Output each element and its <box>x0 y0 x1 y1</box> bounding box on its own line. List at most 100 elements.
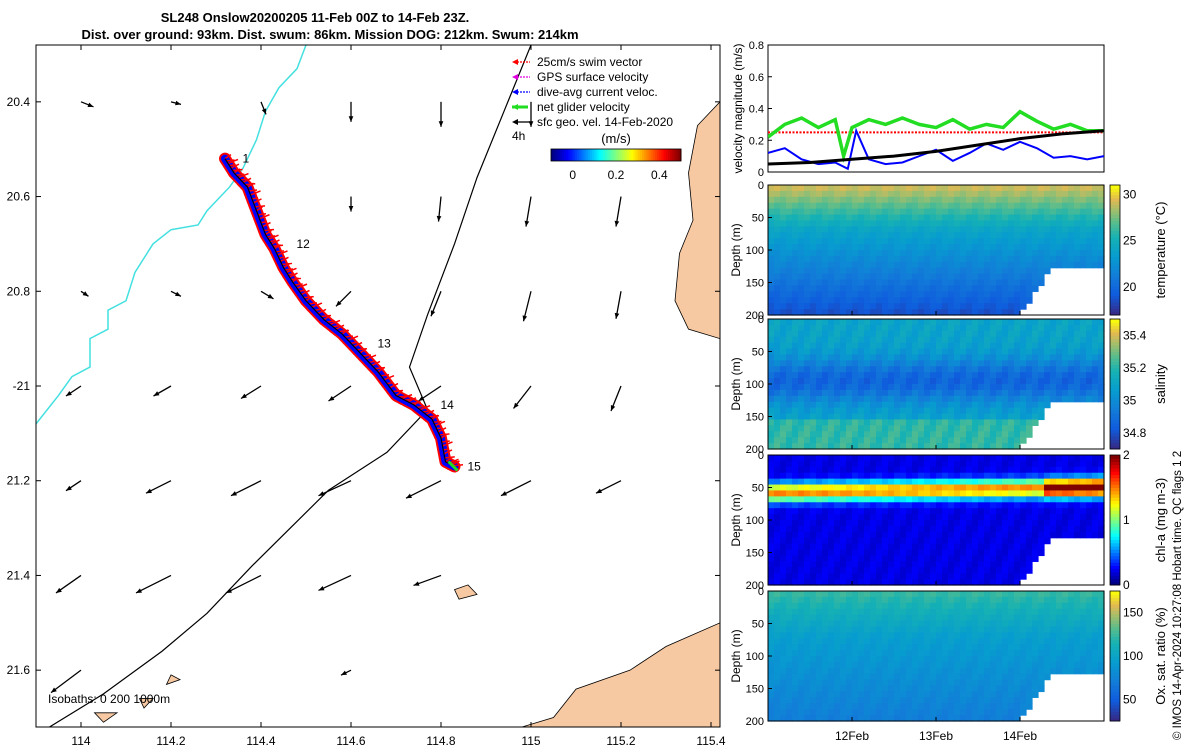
land-mass <box>521 622 720 727</box>
depth-tick-label: 100 <box>746 515 764 527</box>
isobath-label: Isobaths: 0 200 1000m <box>48 692 170 706</box>
swim-vector <box>439 433 450 436</box>
swim-vector <box>398 395 408 398</box>
swim-vector <box>404 398 412 401</box>
swim-vector <box>442 441 453 447</box>
geo-velocity-arrow <box>524 196 532 227</box>
geo-velocity-arrow <box>318 480 352 497</box>
swim-vector <box>413 400 421 406</box>
depth-tick-label: 100 <box>746 651 764 663</box>
swim-vector <box>368 360 376 364</box>
colorbar-tick-label: 25 <box>1123 234 1137 248</box>
swim-vector <box>268 234 279 240</box>
geo-velocity-arrow <box>135 574 172 594</box>
swim-vector <box>308 302 318 305</box>
map-colorbar: 0 0.2 0.4 <box>550 148 682 182</box>
swim-vector <box>301 289 310 296</box>
depth-axis-label: Depth (m) <box>729 629 743 682</box>
swim-vector <box>286 267 297 274</box>
geo-velocity-arrow <box>348 196 354 212</box>
geo-velocity-arrow <box>614 291 622 319</box>
section-colorbar: 20 25 30 <box>1109 184 1137 316</box>
geo-velocity-arrow <box>318 574 352 592</box>
geo-velocity-arrow <box>500 480 532 497</box>
swim-vector <box>436 426 443 430</box>
depth-axis-label: Depth (m) <box>729 357 743 410</box>
swim-vector <box>283 262 290 269</box>
swim-vector <box>395 390 403 397</box>
swim-vector <box>431 414 439 420</box>
swim-vector <box>350 341 358 345</box>
svg-text:dive-avg current veloc.: dive-avg current veloc. <box>537 85 658 99</box>
swim-vector <box>275 250 285 253</box>
svg-text:net glider velocity: net glider velocity <box>537 100 630 114</box>
geo-velocity-arrow <box>328 385 352 402</box>
depth-tick-label: 150 <box>746 548 764 560</box>
isobath-0m-line <box>36 45 307 425</box>
land-mass <box>93 712 119 723</box>
swim-vector <box>250 190 261 196</box>
depth-tick-label: 100 <box>746 379 764 391</box>
geo-velocity-arrow <box>348 101 354 122</box>
map-y-tick-label: 20.8 <box>7 284 31 298</box>
depth-tick-label: 50 <box>752 483 764 495</box>
velocity-y-tick-label: 0.6 <box>749 72 764 84</box>
geo-velocity-arrow <box>335 290 352 307</box>
swim-vector <box>419 404 431 411</box>
swim-vector <box>303 295 314 299</box>
swim-vector <box>224 154 232 160</box>
swim-vector <box>347 335 359 341</box>
swim-vector <box>287 272 295 276</box>
swim-vector <box>257 212 267 216</box>
geo-velocity-arrow <box>230 480 262 497</box>
swim-vector <box>299 289 306 293</box>
geo-velocity-arrow <box>170 100 182 106</box>
swim-vector <box>240 178 247 181</box>
swim-vector <box>247 182 254 188</box>
swim-vector <box>335 324 345 330</box>
swim-vector <box>269 239 277 243</box>
swim-vector <box>266 235 276 238</box>
map-x-tick-label: 114.4 <box>246 734 275 748</box>
swim-vector <box>362 354 372 357</box>
velocity-series-line <box>768 109 1104 164</box>
swim-vector <box>289 272 298 278</box>
swim-vector <box>371 360 381 367</box>
map-x-tick-label: 114.8 <box>426 734 455 748</box>
geo-velocity-arrow <box>512 385 532 409</box>
map-x-tick-label: 115 <box>521 734 540 748</box>
colorbar-title: Ox. sat. ratio (%) <box>1153 607 1168 705</box>
chart-title-line-2: Dist. over ground: 93km. Dist. swum: 86k… <box>81 27 579 42</box>
swim-vector <box>311 302 323 308</box>
depth-tick-label: 0 <box>758 180 764 192</box>
swim-vector <box>229 164 236 167</box>
geo-velocity-arrow <box>55 574 82 594</box>
map-y-tick-label: 21.2 <box>7 474 31 488</box>
salinity-section-panel: 0 50 100 150 200 Depth (m) 34.8 35 35.2 35.4 salin… <box>729 314 1168 456</box>
velocity-y-axis-label: velocity magnitude (m/s) <box>731 43 745 173</box>
track-day-label: 13 <box>378 336 392 350</box>
swim-vector <box>365 354 377 360</box>
swim-vector <box>230 163 240 169</box>
swim-vector <box>407 397 417 403</box>
land-mass <box>138 698 154 709</box>
colorbar-tick-label: 50 <box>1123 692 1137 706</box>
colorbar-tick-label: 100 <box>1123 649 1143 663</box>
geo-velocity-arrow <box>170 290 182 297</box>
swim-vector <box>242 177 252 184</box>
swim-vector <box>386 381 394 385</box>
swim-vector <box>323 315 331 321</box>
geo-velocity-arrow <box>80 290 89 297</box>
swim-vector <box>341 329 349 335</box>
swim-vector <box>294 283 303 286</box>
swim-vector <box>227 158 239 165</box>
swim-vector <box>256 206 263 212</box>
geo-velocity-arrow <box>610 385 622 412</box>
swim-vector <box>441 440 450 443</box>
map-frame <box>35 44 721 728</box>
swim-vector <box>296 283 308 289</box>
depth-tick-label: 150 <box>746 412 764 424</box>
map-x-tick-label: 114.6 <box>336 734 365 748</box>
legend-entry: dive-avg current veloc. <box>512 85 658 99</box>
